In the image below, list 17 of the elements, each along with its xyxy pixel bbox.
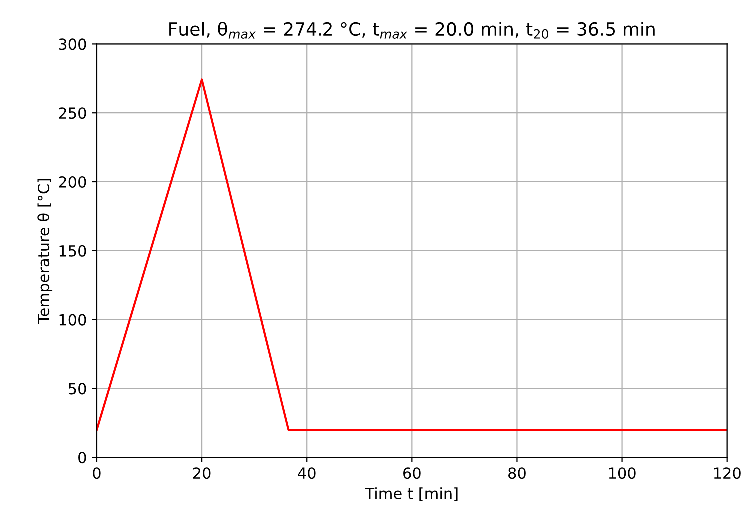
x-tick-label: 120	[714, 468, 741, 480]
chart-title: Fuel, θ$_{max}$ = 274.2 °C, t$_{max}$ = 20.0 min, t$_{20}$ = 36.5 min	[170, 22, 655, 39]
y-axis-title: Temperature θ [°C]	[38, 179, 53, 324]
x-tick-label: 100	[609, 468, 636, 480]
x-axis-title: Time t [min]	[365, 488, 458, 502]
x-tick-label: 0	[93, 468, 101, 480]
x-tick-label: 60	[404, 468, 421, 480]
y-tick-label: 0	[78, 452, 86, 464]
y-tick-label: 100	[60, 314, 86, 326]
x-tick-label: 80	[508, 468, 526, 480]
y-tick-label: 50	[68, 383, 86, 395]
x-tick-label: 40	[298, 468, 316, 480]
y-tick-label: 200	[59, 176, 86, 188]
y-tick-label: 250	[59, 108, 86, 120]
x-tick-label: 20	[193, 468, 211, 480]
y-tick-label: 300	[59, 38, 86, 50]
y-tick-label: 150	[60, 245, 86, 257]
